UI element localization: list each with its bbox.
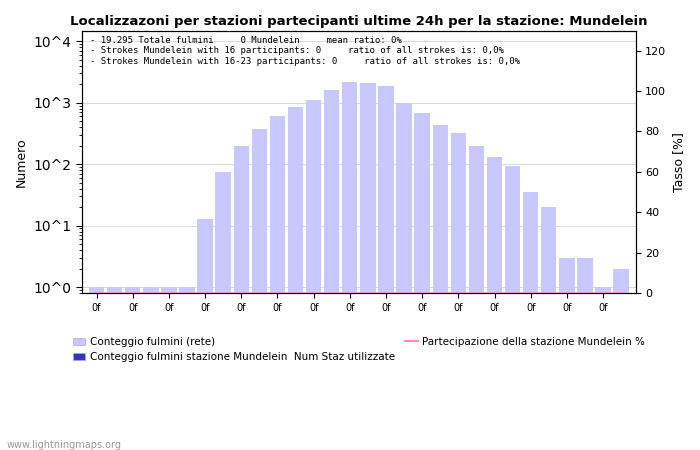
Bar (596, 287, 610, 450)
Legend: Conteggio fulmini (rete), Conteggio fulmini stazione Mundelein  Num Staz utilizz: Conteggio fulmini (rete), Conteggio fulm… (69, 333, 649, 366)
Bar (125, 287, 141, 450)
Bar (179, 287, 195, 450)
Y-axis label: Numero: Numero (15, 137, 28, 187)
Bar (613, 269, 629, 450)
Bar (161, 287, 176, 450)
Bar (306, 100, 321, 450)
Bar (396, 103, 412, 450)
Bar (523, 192, 538, 450)
Bar (378, 86, 393, 450)
Bar (270, 117, 285, 450)
Bar (143, 287, 158, 450)
Bar (578, 258, 593, 450)
Bar (288, 107, 303, 450)
Bar (216, 172, 231, 450)
Bar (541, 207, 556, 450)
Bar (433, 125, 448, 450)
Bar (451, 133, 466, 450)
Bar (486, 157, 502, 450)
Bar (252, 129, 267, 450)
Bar (197, 219, 213, 450)
Bar (342, 82, 358, 450)
Title: Localizzazoni per stazioni partecipanti ultime 24h per la stazione: Mundelein: Localizzazoni per stazioni partecipanti … (70, 15, 648, 28)
Bar (324, 90, 340, 450)
Bar (414, 113, 430, 450)
Bar (559, 258, 575, 450)
Text: www.lightningmaps.org: www.lightningmaps.org (7, 440, 122, 450)
Bar (107, 287, 122, 450)
Bar (234, 146, 249, 450)
Text: - 19.295 Totale fulmini     0 Mundelein     mean ratio: 0%
- Strokes Mundelein w: - 19.295 Totale fulmini 0 Mundelein mean… (90, 36, 520, 66)
Bar (505, 166, 520, 450)
Y-axis label: Tasso [%]: Tasso [%] (672, 132, 685, 192)
Bar (469, 146, 484, 450)
Bar (360, 83, 376, 450)
Bar (89, 287, 104, 450)
